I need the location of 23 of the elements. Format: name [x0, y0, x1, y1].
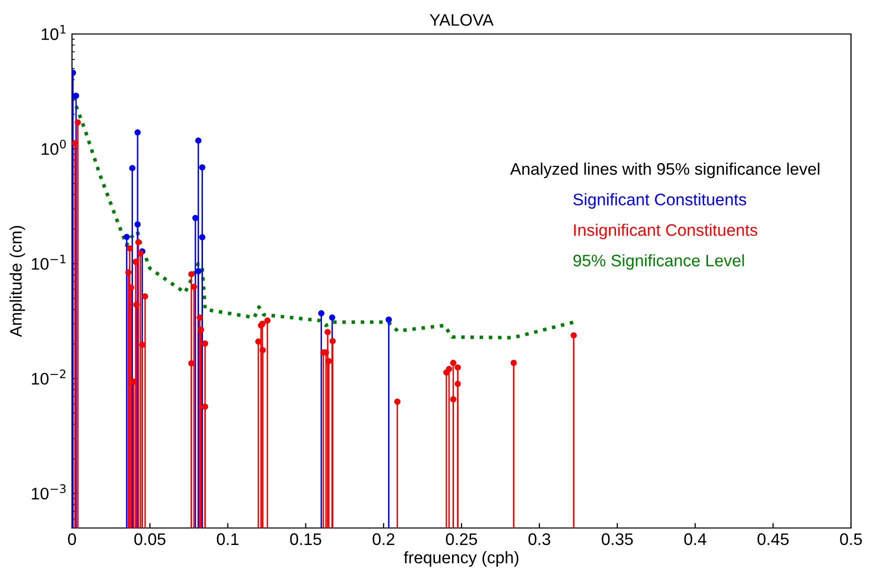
x-tick-label: 0.2 [372, 533, 394, 546]
x-tick-label: 0.45 [758, 533, 789, 546]
y-tick-label: 10$^{−3}$ [32, 484, 66, 500]
text: 95% Significance Level [573, 254, 744, 270]
x-tick-label: 0.15 [290, 533, 322, 546]
x-tick-label: 0.5 [840, 533, 862, 546]
y-tick-label: 10$^{1}$ [42, 25, 66, 40]
chart-title: YALOVA [430, 14, 494, 26]
x-tick-label: 0.1 [216, 533, 239, 546]
text: Insignificant Constituents [574, 224, 758, 240]
y-tick-label: 10$^{−2}$ [32, 369, 66, 385]
x-tick-label: 0.4 [684, 533, 706, 546]
legend-title: Analyzed lines with 95% significance level [510, 162, 820, 178]
x-tick-label: 0.25 [446, 533, 478, 546]
y-axis-title: Amplitude (cm) [10, 226, 26, 337]
x-axis-title: frequency (cph) [404, 551, 518, 567]
x-tick-label: 0.3 [528, 533, 550, 546]
x-tick-label: 0 [68, 533, 76, 546]
x-tick-label: 0.05 [134, 533, 166, 546]
x-tick-label: 0.35 [602, 533, 633, 546]
y-tick-label: 10$^{0}$ [42, 140, 66, 155]
text: Significant Constituents [573, 193, 746, 209]
y-tick-label: 10$^{−1}$ [32, 254, 66, 270]
